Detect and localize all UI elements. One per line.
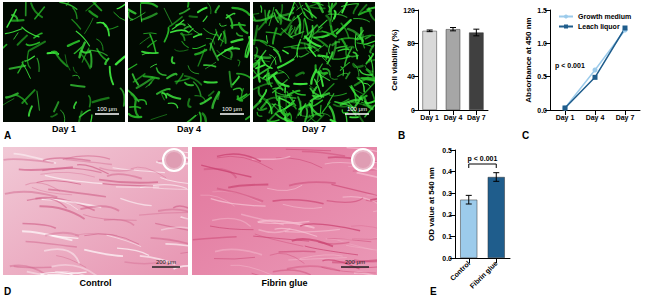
svg-text:Fibrin glue: Fibrin glue — [469, 259, 500, 290]
html-text:C: C — [522, 130, 530, 141]
html-text:B: B — [398, 130, 406, 141]
svg-text:0.2: 0.2 — [442, 211, 452, 218]
svg-text:Day 1: Day 1 — [420, 114, 439, 122]
svg-text:40: 40 — [407, 73, 415, 80]
svg-text:0.5: 0.5 — [537, 73, 547, 80]
svg-text:1.5: 1.5 — [537, 7, 547, 14]
svg-text:Day 7: Day 7 — [467, 114, 486, 122]
svg-text:Day 7: Day 7 — [616, 114, 635, 122]
html-text:Fibrin glue: Fibrin glue — [261, 278, 308, 288]
html-text:Day 1: Day 1 — [52, 124, 76, 134]
svg-text:0: 0 — [411, 107, 415, 114]
svg-text:1.0: 1.0 — [537, 40, 547, 47]
html-text:E: E — [430, 286, 437, 297]
svg-text:p < 0.001: p < 0.001 — [555, 62, 585, 70]
html-text:A: A — [4, 130, 12, 141]
svg-text:p < 0.001: p < 0.001 — [468, 155, 498, 163]
html-text:Day 7: Day 7 — [302, 124, 326, 134]
html-text:D: D — [4, 286, 12, 297]
svg-text:Day 4: Day 4 — [444, 114, 463, 122]
svg-text:OD value at 540 nm: OD value at 540 nm — [427, 167, 436, 241]
svg-text:Day 1: Day 1 — [556, 114, 575, 122]
svg-text:0.3: 0.3 — [442, 190, 452, 197]
svg-text:0.4: 0.4 — [442, 168, 452, 175]
svg-text:Control: Control — [449, 259, 472, 282]
svg-text:100 μm: 100 μm — [97, 106, 117, 112]
svg-text:Leach liquor: Leach liquor — [578, 23, 620, 31]
svg-text:Absorbance at 450 nm: Absorbance at 450 nm — [524, 17, 533, 102]
svg-text:120: 120 — [403, 7, 415, 14]
svg-text:80: 80 — [407, 40, 415, 47]
svg-text:Growth medium: Growth medium — [578, 13, 631, 20]
svg-text:0.0: 0.0 — [442, 255, 452, 262]
svg-text:100 μm: 100 μm — [222, 106, 242, 112]
html-text:Day 4: Day 4 — [177, 124, 201, 134]
svg-text:200 μm: 200 μm — [156, 259, 176, 265]
svg-text:0.0: 0.0 — [537, 107, 547, 114]
svg-text:Cell viability (%): Cell viability (%) — [390, 29, 399, 91]
html-text:Control: Control — [79, 278, 112, 288]
svg-text:0.5: 0.5 — [442, 147, 452, 154]
svg-text:0.1: 0.1 — [442, 233, 452, 240]
svg-text:100 μm: 100 μm — [347, 106, 367, 112]
svg-text:Day 4: Day 4 — [586, 114, 605, 122]
svg-text:200 μm: 200 μm — [345, 259, 365, 265]
